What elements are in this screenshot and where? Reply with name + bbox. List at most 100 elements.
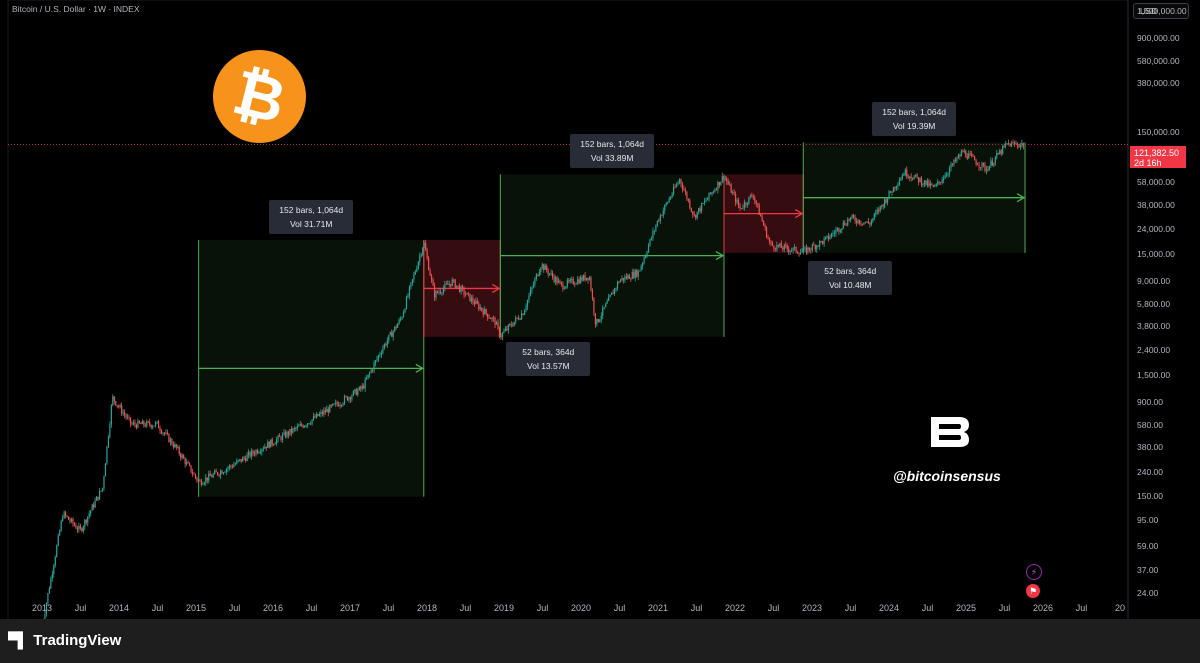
candle-body <box>726 178 728 182</box>
candle-body <box>324 410 326 413</box>
candle-body <box>760 214 762 217</box>
candle-body <box>125 415 127 418</box>
candle-body <box>546 265 548 271</box>
candle-body <box>299 424 301 426</box>
candle-body <box>571 279 573 280</box>
candle-body <box>885 199 887 203</box>
candle-body <box>45 603 48 614</box>
candle-body <box>1010 142 1013 147</box>
candle-body <box>923 180 926 185</box>
candle-body <box>255 450 257 455</box>
candle-body <box>57 535 59 546</box>
lightning-icon[interactable]: ⚡ <box>1026 564 1042 580</box>
candle-body <box>308 423 310 425</box>
candle-body <box>996 153 998 158</box>
candle-body <box>82 526 84 531</box>
candle-body <box>867 221 869 224</box>
candle-body <box>644 255 647 258</box>
candle-body <box>186 461 188 465</box>
candle-body <box>268 441 270 448</box>
candle-body <box>941 179 943 183</box>
candle-body <box>993 162 995 166</box>
x-tick-label: 2023 <box>801 603 823 613</box>
candle-body <box>215 471 217 473</box>
candle-body <box>314 416 316 418</box>
candle-body <box>974 156 976 161</box>
candle-body <box>966 156 968 159</box>
candle-body <box>703 200 706 204</box>
candle-body <box>556 277 558 284</box>
candle-body <box>110 405 112 425</box>
candle-body <box>915 174 917 177</box>
candle-body <box>271 439 273 445</box>
candle-body <box>727 181 729 185</box>
candle-body <box>283 432 285 435</box>
y-tick-label: 15,000.00 <box>1137 248 1175 259</box>
candle-body <box>650 237 653 240</box>
candle-body <box>677 182 679 185</box>
candle-body <box>228 465 231 468</box>
candle-body <box>408 286 411 296</box>
candle-body <box>519 319 521 320</box>
tradingview-logo[interactable]: ▀▌ TradingView <box>8 632 121 649</box>
measure-volume: Vol 19.39M <box>892 121 936 132</box>
candle-body <box>1022 143 1024 147</box>
candle-body <box>951 164 954 165</box>
candle-body <box>749 195 751 197</box>
bar-countdown: 2d 16h <box>1134 158 1162 168</box>
candle-body <box>450 284 452 286</box>
candle-body <box>482 310 484 315</box>
flag-icon[interactable]: ⚑ <box>1026 584 1040 598</box>
currency-selector[interactable]: USD <box>1133 3 1189 19</box>
candle-body <box>270 439 272 448</box>
candle-body <box>909 176 911 178</box>
candle-body <box>665 203 667 206</box>
candle-body <box>428 258 430 270</box>
candle-body <box>510 324 512 326</box>
candle-body <box>302 425 304 428</box>
candle-body <box>227 467 229 469</box>
candle-body <box>653 230 656 232</box>
candle-body <box>414 271 416 275</box>
candle-body <box>492 317 495 319</box>
x-tick-label: 2013 <box>31 603 53 613</box>
candle-body <box>758 204 760 215</box>
candle-body <box>392 331 394 337</box>
candle-body <box>839 230 841 232</box>
candle-body <box>1007 143 1010 145</box>
candle-body <box>969 153 971 155</box>
candle-body <box>122 412 124 414</box>
candle-body <box>587 277 589 280</box>
candle-body <box>549 273 551 275</box>
candle-body <box>1000 150 1002 154</box>
candle-body <box>687 199 689 201</box>
candle-body <box>190 465 192 473</box>
candle-body <box>568 280 570 282</box>
candle-body <box>935 184 937 186</box>
candle-body <box>484 309 486 315</box>
candle-body <box>369 372 371 375</box>
candle-body <box>876 209 878 213</box>
candle-body <box>808 247 810 250</box>
candle-body <box>706 198 709 201</box>
measure-volume: Vol 13.57M <box>527 360 570 371</box>
candle-body <box>543 264 545 270</box>
candle-body <box>162 432 164 434</box>
candle-body <box>94 500 96 508</box>
candle-body <box>746 203 748 205</box>
tradingview-mark-icon: ▀▌ <box>8 632 28 649</box>
candle-body <box>284 432 287 438</box>
candle-body <box>184 458 186 465</box>
candle-body <box>900 178 902 181</box>
candle-body <box>371 370 374 371</box>
candle-body <box>711 192 713 194</box>
candle-body <box>979 167 982 169</box>
candle-body <box>205 477 207 483</box>
y-tick-label: 900,000.00 <box>1137 32 1180 43</box>
x-tick-label: 2016 <box>262 603 284 613</box>
candle-body <box>442 288 444 293</box>
candle-body <box>1016 143 1019 146</box>
candle-body <box>171 439 173 445</box>
candle-body <box>553 276 555 282</box>
